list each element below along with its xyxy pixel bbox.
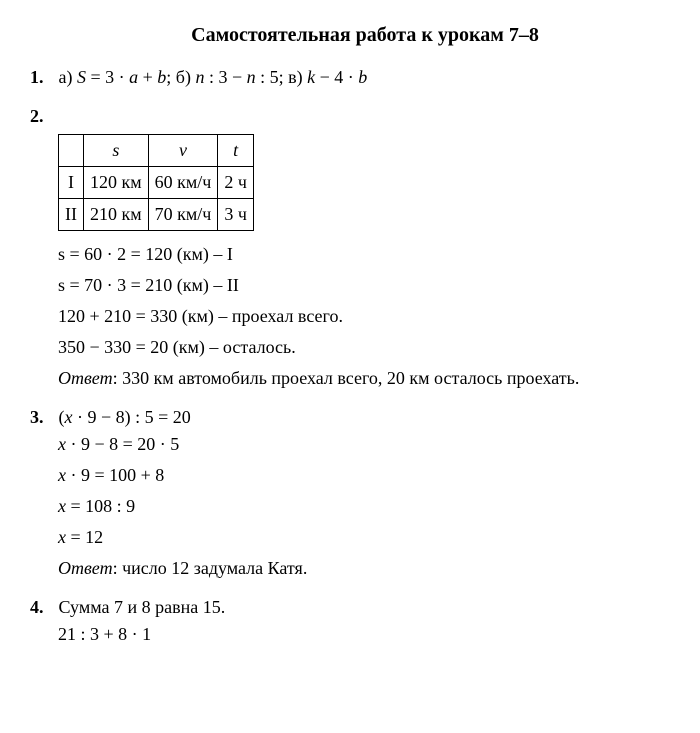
problem-4-first-line: Сумма 7 и 8 равна 15. (59, 594, 669, 621)
problem-2-answer: Ответ: 330 км автомобиль проехал всего, … (58, 365, 670, 392)
table-cell: I (59, 167, 84, 199)
table-cell: 3 ч (218, 199, 254, 231)
table-header-s: s (84, 135, 149, 167)
table-header-t: t (218, 135, 254, 167)
table-header-v: v (148, 135, 218, 167)
table-row: I 120 км 60 км/ч 2 ч (59, 167, 254, 199)
problem-2-table: s v t I 120 км 60 км/ч 2 ч II 210 км 70 … (58, 134, 254, 231)
problem-2-line: 120 + 210 = 330 (км) – проехал всего. (58, 303, 670, 330)
problem-2-line: s = 70 · 3 = 210 (км) – II (58, 272, 670, 299)
answer-label: Ответ (58, 558, 113, 578)
problem-3-line: x · 9 = 100 + 8 (58, 462, 670, 489)
problem-4: 4. Сумма 7 и 8 равна 15. 21 : 3 + 8 · 1 (30, 594, 670, 648)
problem-3-line: x = 108 : 9 (58, 493, 670, 520)
table-cell: 60 км/ч (148, 167, 218, 199)
answer-text: : число 12 задумала Катя. (113, 558, 308, 578)
page-title: Самостоятельная работа к урокам 7–8 (60, 20, 670, 50)
problem-3-line: x = 12 (58, 524, 670, 551)
problem-3-answer: Ответ: число 12 задумала Катя. (58, 555, 670, 582)
problem-1-text: а) S = 3 · a + b; б) n : 3 − n : 5; в) k… (59, 64, 669, 91)
table-cell: II (59, 199, 84, 231)
answer-label: Ответ (58, 368, 113, 388)
table-cell: 120 км (84, 167, 149, 199)
table-cell: 70 км/ч (148, 199, 218, 231)
problem-2-line: s = 60 · 2 = 120 (км) – I (58, 241, 670, 268)
problem-3-number: 3. (30, 404, 54, 431)
table-row: II 210 км 70 км/ч 3 ч (59, 199, 254, 231)
problem-3-line: x · 9 − 8 = 20 · 5 (58, 431, 670, 458)
table-cell: 2 ч (218, 167, 254, 199)
problem-2: 2. s v t I 120 км 60 км/ч 2 ч II 210 км … (30, 103, 670, 392)
problem-2-line: 350 − 330 = 20 (км) – осталось. (58, 334, 670, 361)
problem-3: 3. (x · 9 − 8) : 5 = 20 x · 9 − 8 = 20 ·… (30, 404, 670, 582)
table-cell: 210 км (84, 199, 149, 231)
problem-2-number: 2. (30, 103, 54, 130)
table-header-blank (59, 135, 84, 167)
answer-text: : 330 км автомобиль проехал всего, 20 км… (113, 368, 580, 388)
problem-4-line: 21 : 3 + 8 · 1 (58, 621, 670, 648)
problem-3-first-line: (x · 9 − 8) : 5 = 20 (59, 404, 669, 431)
problem-1-number: 1. (30, 64, 54, 91)
problem-1: 1. а) S = 3 · a + b; б) n : 3 − n : 5; в… (30, 64, 670, 91)
problem-4-number: 4. (30, 594, 54, 621)
